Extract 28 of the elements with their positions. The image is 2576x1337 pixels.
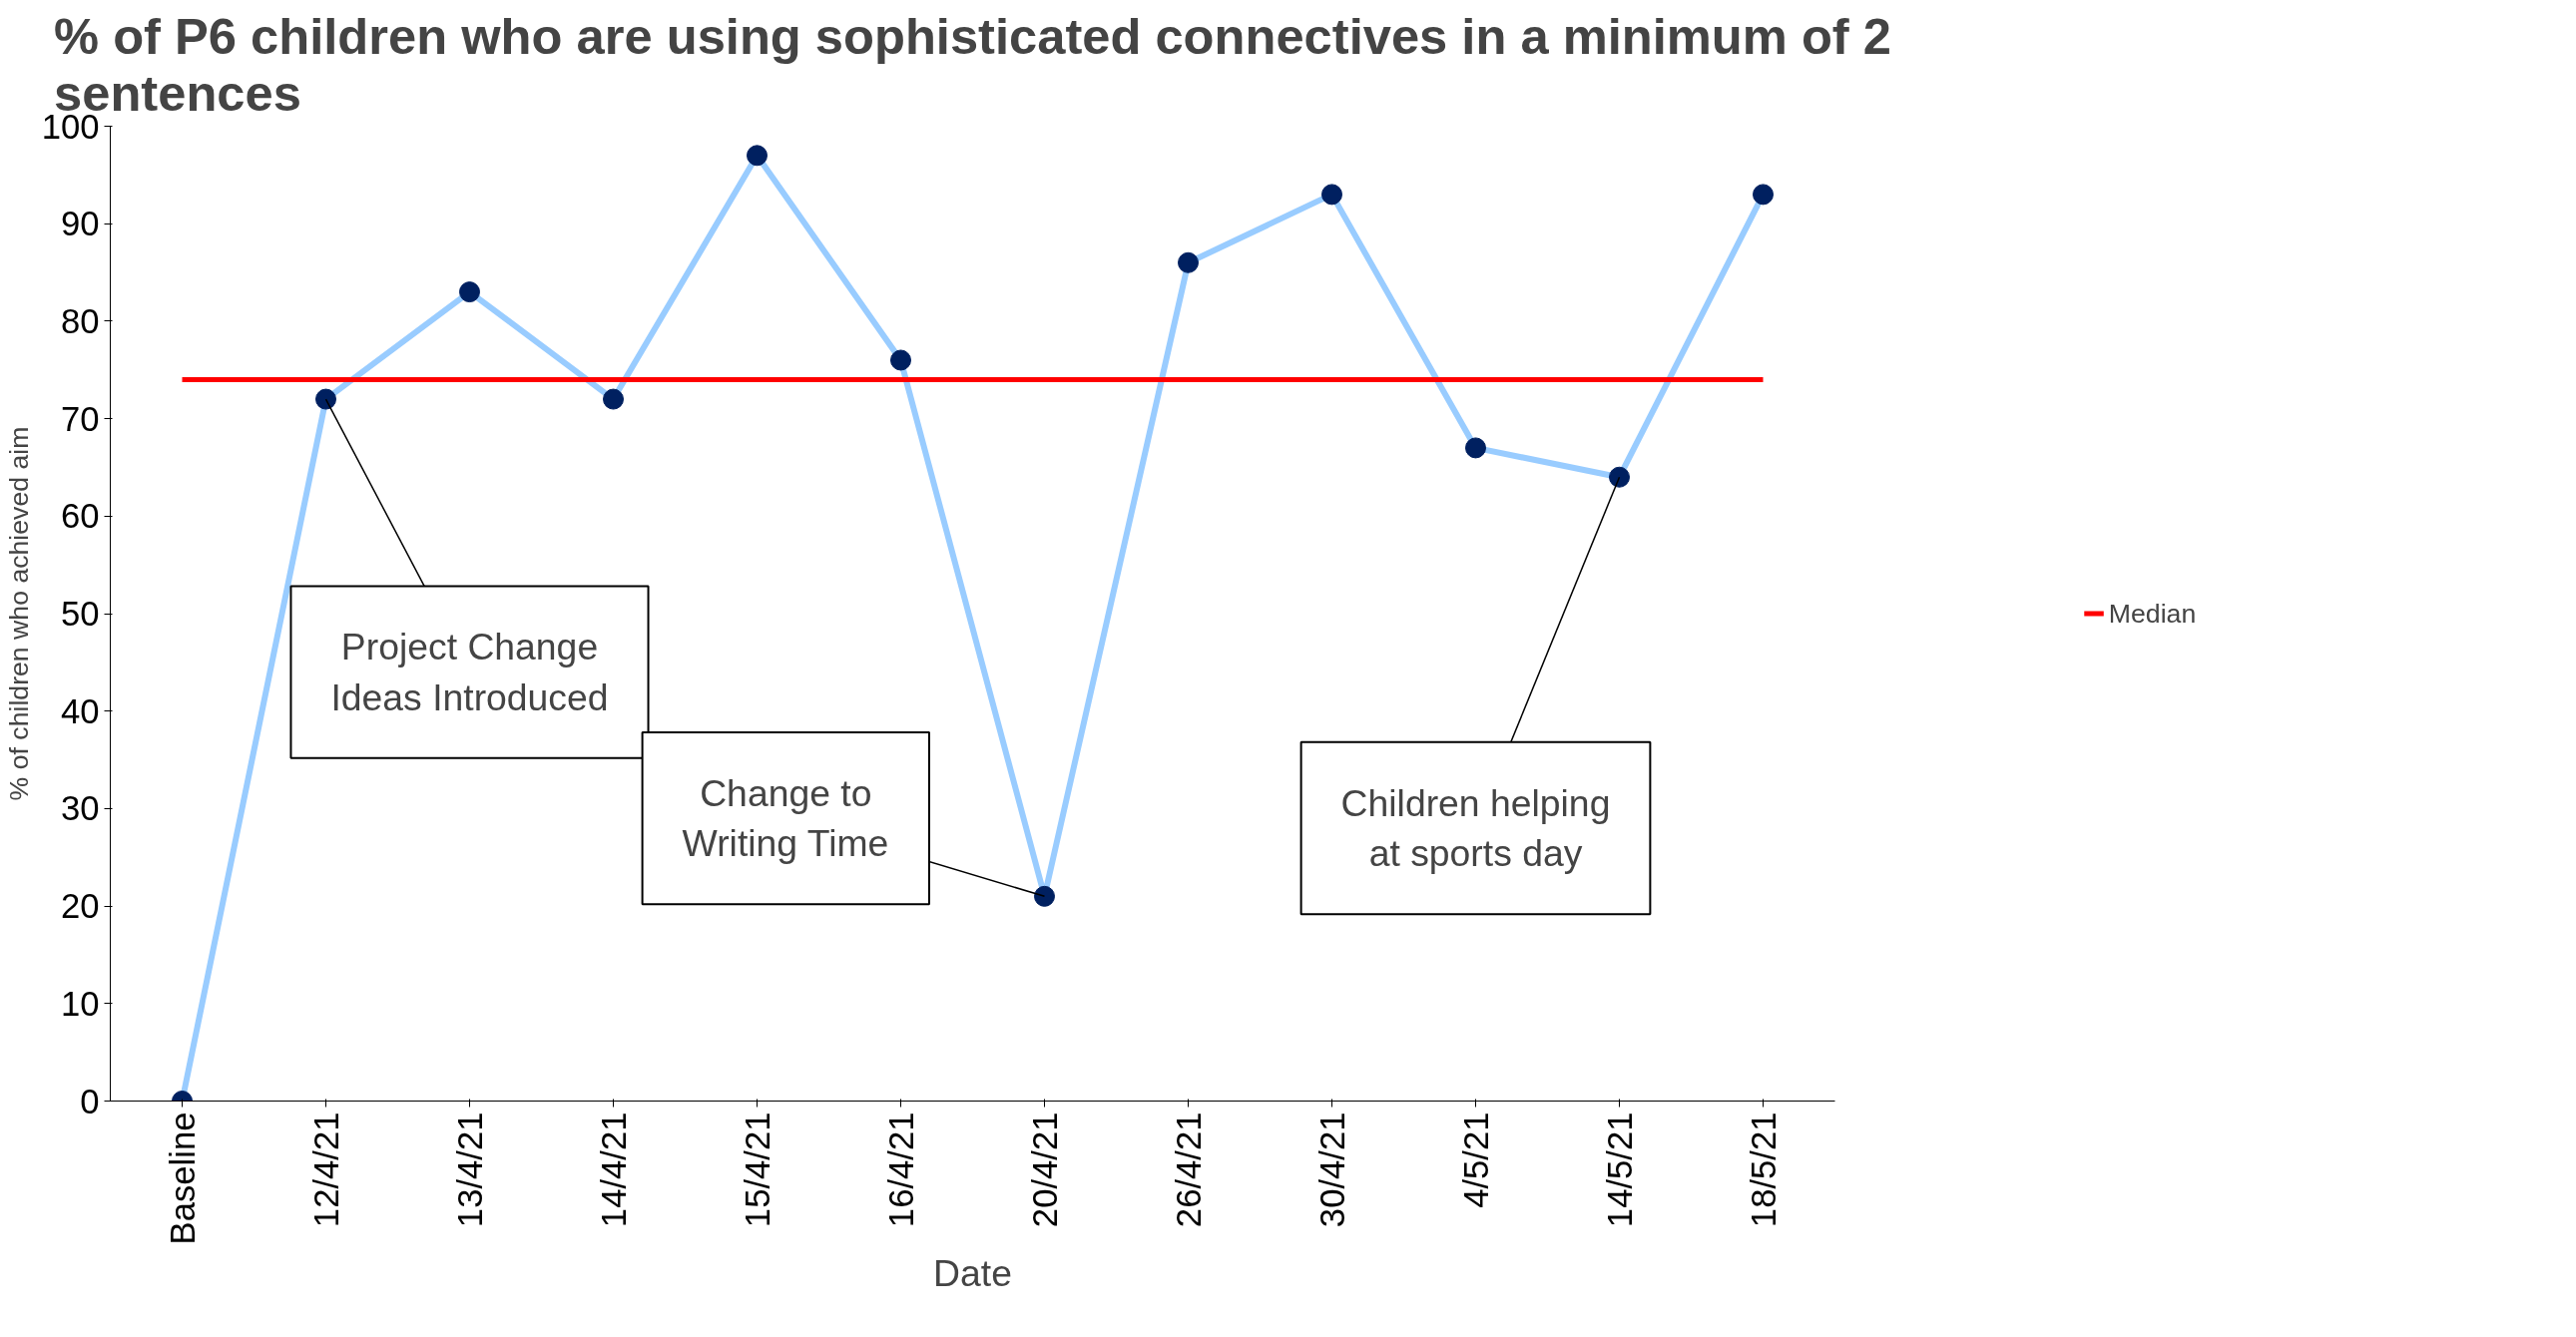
x-tick-label: 18/5/21 xyxy=(1744,1112,1783,1228)
x-axis-title: Date xyxy=(933,1252,1012,1295)
x-tick-label: 14/5/21 xyxy=(1600,1112,1639,1228)
y-axis-title: % of children who achieved aim xyxy=(3,426,34,801)
y-tick-label: 80 xyxy=(60,301,100,340)
x-tick-label: 14/4/21 xyxy=(594,1112,633,1228)
y-tick-label: 30 xyxy=(60,789,100,828)
y-tick-label: 0 xyxy=(80,1082,100,1120)
y-tick-label: 20 xyxy=(60,887,100,926)
y-tick-label: 10 xyxy=(60,984,100,1023)
y-tick-label: 90 xyxy=(60,205,100,243)
annotation: Children helping at sports day xyxy=(1340,781,1611,875)
x-tick-label: 20/4/21 xyxy=(1025,1112,1064,1228)
x-tick-label: 30/4/21 xyxy=(1312,1112,1351,1228)
x-tick-label: 16/4/21 xyxy=(881,1112,920,1228)
x-tick-label: 13/4/21 xyxy=(450,1112,489,1228)
x-tick-label: 15/4/21 xyxy=(738,1112,776,1228)
legend-label: Median xyxy=(2108,598,2197,629)
y-tick-label: 40 xyxy=(60,691,100,730)
x-tick-label: 4/5/21 xyxy=(1456,1112,1495,1208)
y-tick-label: 70 xyxy=(60,399,100,438)
annotation: Project Change Ideas Introduced xyxy=(330,626,609,718)
x-tick-label: 26/4/21 xyxy=(1169,1112,1208,1228)
annotation: Change to Writing Time xyxy=(682,771,889,865)
x-tick-label: 12/4/21 xyxy=(306,1112,345,1228)
x-tick-label: Baseline xyxy=(163,1112,202,1245)
y-tick-label: 50 xyxy=(60,595,100,633)
y-tick-label: 60 xyxy=(60,497,100,536)
